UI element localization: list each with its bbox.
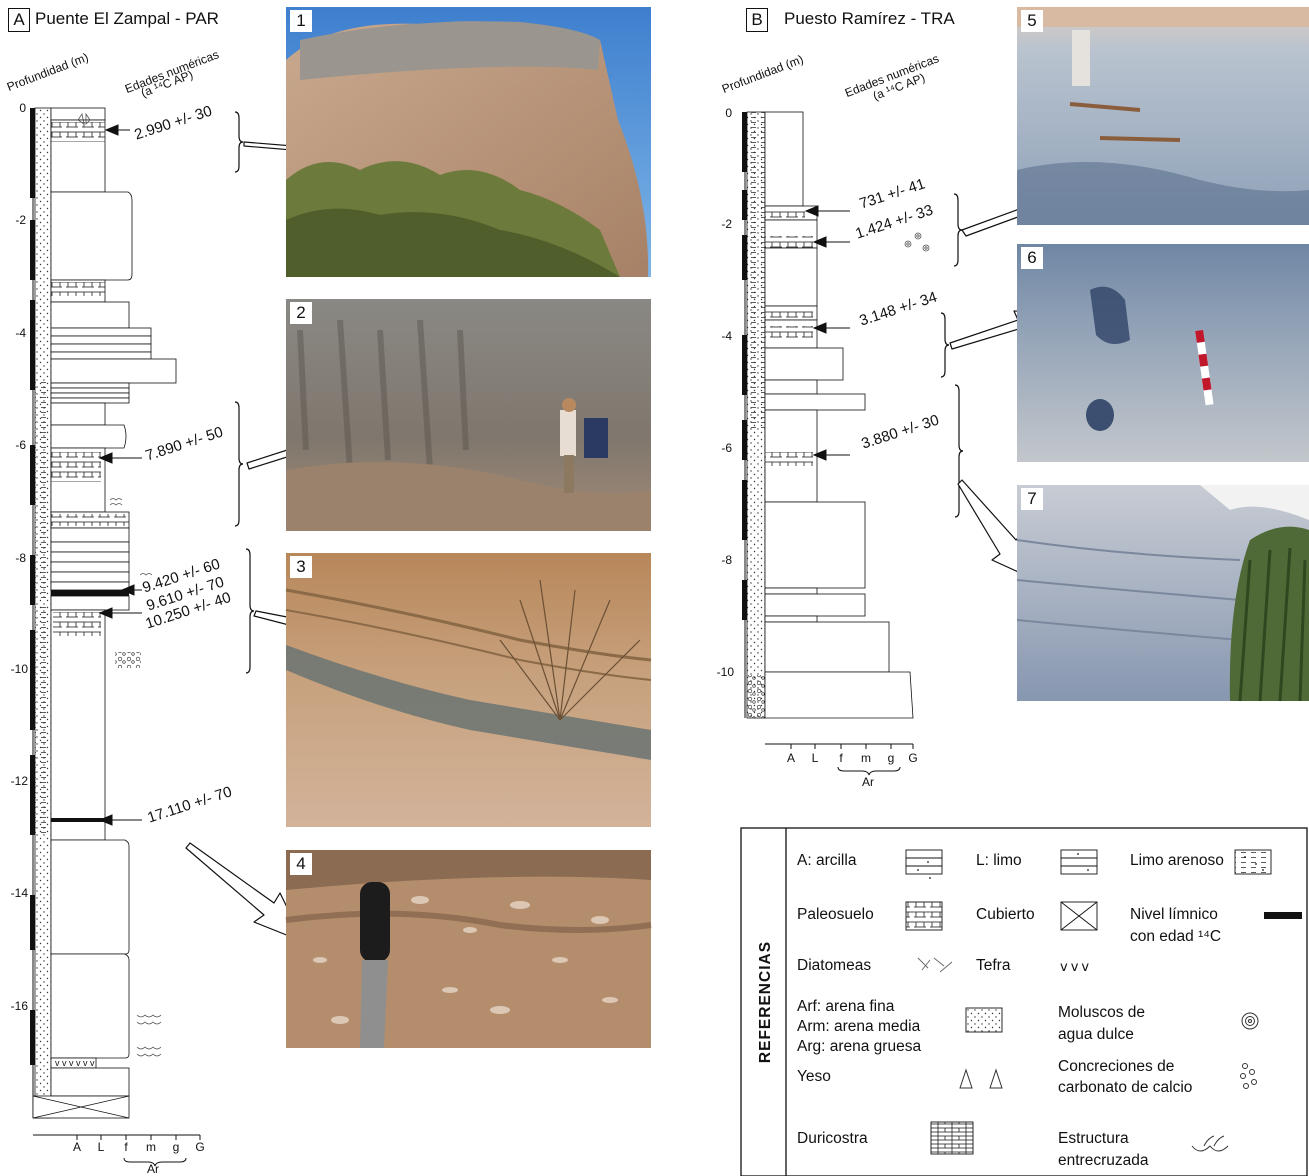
references-box: vvv xyxy=(740,827,1308,1176)
photo-2 xyxy=(286,299,651,531)
panel-b-depth-tick: -4 xyxy=(721,329,732,343)
panel-a-depth-tick: -8 xyxy=(15,551,26,565)
panel-a-depth-tick: 0 xyxy=(19,101,26,115)
panel-b-depth-tick: -10 xyxy=(716,665,734,679)
panel-b-title: Puesto Ramírez - TRA xyxy=(784,9,955,28)
photo-number-2: 2 xyxy=(290,302,312,324)
panel-a-grain-label: m xyxy=(146,1140,156,1154)
ref-arcilla: A: arcilla xyxy=(797,852,857,869)
panel-a-grain-group: Ar xyxy=(147,1162,159,1176)
ref-tefra: Tefra xyxy=(976,957,1011,974)
ref-limo: L: limo xyxy=(976,852,1022,869)
panel-b-grain-label: f xyxy=(839,751,843,765)
photo-3 xyxy=(285,553,652,827)
panel-a-depth-tick: -14 xyxy=(10,886,28,900)
photo-number-7: 7 xyxy=(1021,488,1043,510)
photo-5 xyxy=(1017,7,1309,225)
ref-estructura: Estructura xyxy=(1058,1130,1129,1147)
panel-a-depth-tick: -6 xyxy=(15,438,26,452)
brackets-b xyxy=(940,193,964,518)
ref-moluscos: Moluscos de xyxy=(1058,1004,1146,1021)
panel-b-grain-label: L xyxy=(811,751,819,765)
panel-a-title: Puente El Zampal - PAR xyxy=(35,9,219,28)
panel-a-grain-label: L xyxy=(97,1140,105,1154)
ref-cubierto: Cubierto xyxy=(976,906,1035,923)
ref-moluscos-agua: agua dulce xyxy=(1058,1026,1134,1043)
panel-b-depth-tick: -6 xyxy=(721,441,732,455)
ref-paleosuelo: Paleosuelo xyxy=(797,906,874,923)
panel-a-depth-tick: -10 xyxy=(10,662,28,676)
photo-6 xyxy=(1017,244,1309,462)
ref-nivel-limnico-edad: con edad ¹⁴C xyxy=(1130,928,1222,945)
ref-limo-arenoso: Limo arenoso xyxy=(1130,852,1224,869)
ref-arena-gruesa: Arg: arena gruesa xyxy=(797,1038,922,1055)
ref-concreciones: Concreciones de xyxy=(1058,1058,1175,1075)
references-title: REFERENCIAS xyxy=(757,940,774,1064)
photo-number-1: 1 xyxy=(290,10,312,32)
panel-b-depth-tick: 0 xyxy=(725,106,732,120)
panel-a-grain-label: G xyxy=(195,1140,205,1154)
photo-1 xyxy=(286,7,651,277)
panel-a-depth-tick: -2 xyxy=(15,213,26,227)
ref-duricostra: Duricostra xyxy=(797,1130,868,1147)
brackets-a xyxy=(234,111,255,674)
photo-number-3: 3 xyxy=(290,556,312,578)
photo-4 xyxy=(285,850,652,1048)
panel-b-grain-label: G xyxy=(908,751,918,765)
ref-concreciones-carbonato: carbonato de calcio xyxy=(1058,1079,1193,1096)
panel-a-grain-label: f xyxy=(124,1140,128,1154)
ref-yeso: Yeso xyxy=(797,1068,831,1085)
panel-a-depth-tick: -16 xyxy=(10,999,28,1013)
svg-text:v v v v v v: v v v v v v xyxy=(55,1058,95,1068)
panel-a-letter: A xyxy=(8,8,30,32)
panel-a-grain-label: g xyxy=(172,1140,180,1154)
panel-b-grain-label: m xyxy=(861,751,871,765)
panel-b-grain-group: Ar xyxy=(862,775,874,789)
photo-number-5: 5 xyxy=(1021,10,1043,32)
panel-b-grain-label: g xyxy=(887,751,895,765)
photo-number-6: 6 xyxy=(1021,247,1043,269)
ref-nivel-limnico: Nivel límnico xyxy=(1130,906,1218,923)
ref-arena-media: Arm: arena media xyxy=(797,1018,921,1035)
photo-7 xyxy=(1016,485,1309,702)
panel-b-letter: B xyxy=(746,8,768,32)
ref-estructura-entrecruzada: entrecruzada xyxy=(1058,1152,1149,1169)
panel-a-depth-tick: -12 xyxy=(10,774,28,788)
ref-diatomeas: Diatomeas xyxy=(797,957,872,974)
stratigraphic-column-a: v v v v v v xyxy=(30,107,201,1167)
panel-b-depth-tick: -2 xyxy=(721,217,732,231)
panel-b-depth-tick: -8 xyxy=(721,553,732,567)
panel-a-grain-label: A xyxy=(72,1140,81,1154)
stratigraphic-column-b xyxy=(742,111,930,776)
svg-text:vvv: vvv xyxy=(1060,960,1092,975)
panel-b-grain-label: A xyxy=(786,751,795,765)
photo-number-4: 4 xyxy=(290,853,312,875)
ref-arena-fina: Arf: arena fina xyxy=(797,998,895,1015)
panel-a-depth-tick: -4 xyxy=(15,326,26,340)
